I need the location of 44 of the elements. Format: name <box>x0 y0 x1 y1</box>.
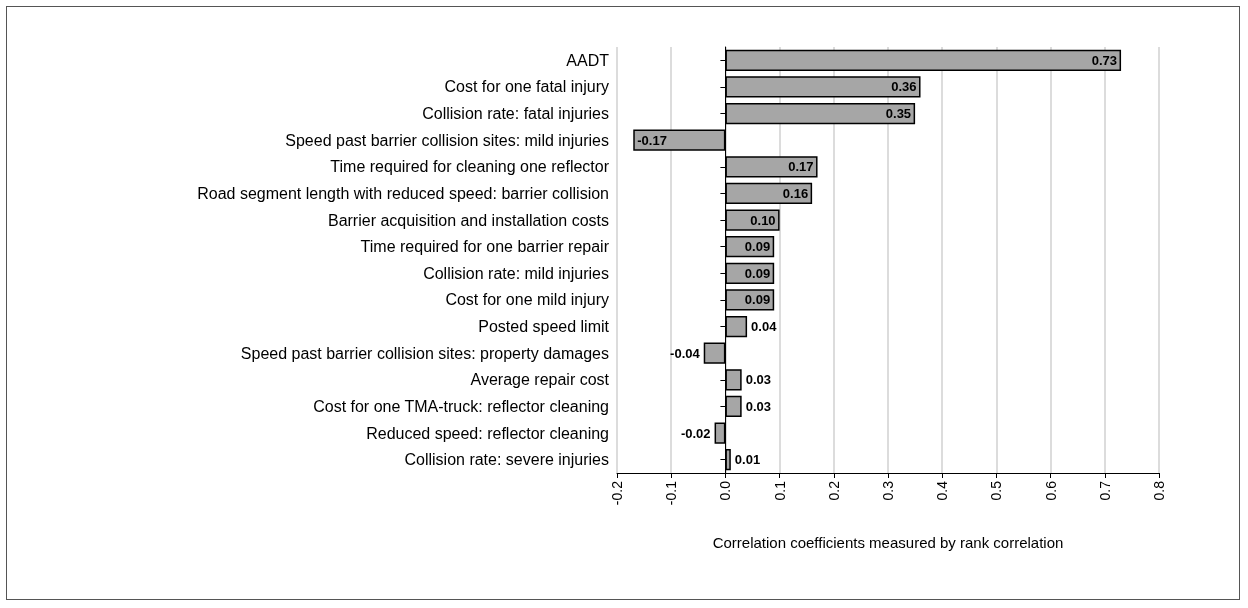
data-label: 0.09 <box>744 265 771 281</box>
y-tick-label: AADT <box>566 51 610 69</box>
y-tick-label: Reduced speed: reflector cleaning <box>366 424 609 442</box>
x-tick-label: 0.1 <box>771 480 788 501</box>
y-tick-label: Cost for one TMA-truck: reflector cleaning <box>313 397 609 415</box>
data-label: 0.03 <box>745 372 771 388</box>
x-tick-label: -0.1 <box>663 480 680 506</box>
x-tick-label: 0.3 <box>880 480 896 501</box>
data-label: 0.09 <box>744 292 771 308</box>
y-tick-label: Collision rate: fatal injuries <box>422 105 609 123</box>
x-tick-label: 0.5 <box>988 480 1005 501</box>
y-tick-label: Cost for one mild injury <box>445 291 609 309</box>
data-label: 0.73 <box>1091 52 1118 68</box>
data-label: 0.17 <box>788 159 814 175</box>
x-tick-label: 0.6 <box>1042 480 1059 501</box>
data-label: -0.04 <box>670 345 701 361</box>
x-tick-label: 0.4 <box>934 480 951 501</box>
y-tick-label: Time required for cleaning one reflector <box>330 158 610 176</box>
data-label: 0.36 <box>891 79 917 95</box>
data-label: 0.03 <box>745 398 771 414</box>
x-tick-label: -0.2 <box>609 480 625 506</box>
data-label: 0.09 <box>744 239 771 255</box>
y-tick-label: Average repair cost <box>470 371 610 389</box>
data-label: -0.02 <box>680 425 711 441</box>
x-tick-label: 0.0 <box>717 480 734 501</box>
y-tick-label: Road segment length with reduced speed: barrier collision <box>197 184 609 202</box>
y-tick-label: Time required for one barrier repair <box>360 238 610 256</box>
data-label: 0.04 <box>751 319 778 335</box>
data-label: -0.17 <box>637 132 667 148</box>
data-label: 0.10 <box>750 212 776 228</box>
y-tick-label: Collision rate: severe injuries <box>404 451 609 469</box>
y-tick-label: Cost for one fatal injury <box>444 78 609 96</box>
y-tick-label: Collision rate: mild injuries <box>423 264 609 282</box>
data-label: 0.16 <box>782 185 809 201</box>
y-tick-label: Speed past barrier collision sites: mild injuries <box>285 131 609 149</box>
x-axis-title: Correlation coefficients measured by rank correlation <box>712 534 1064 551</box>
x-tick-label: 0.7 <box>1096 480 1113 501</box>
x-tick-label: 0.2 <box>825 480 842 501</box>
y-tick-label: Posted speed limit <box>478 318 610 336</box>
data-label: 0.35 <box>885 106 912 122</box>
y-tick-label: Barrier acquisition and installation costs <box>327 211 609 229</box>
data-label: 0.01 <box>734 452 761 468</box>
y-tick-label: Speed past barrier collision sites: property damages <box>240 344 609 362</box>
x-tick-label: 0.8 <box>1151 480 1167 501</box>
